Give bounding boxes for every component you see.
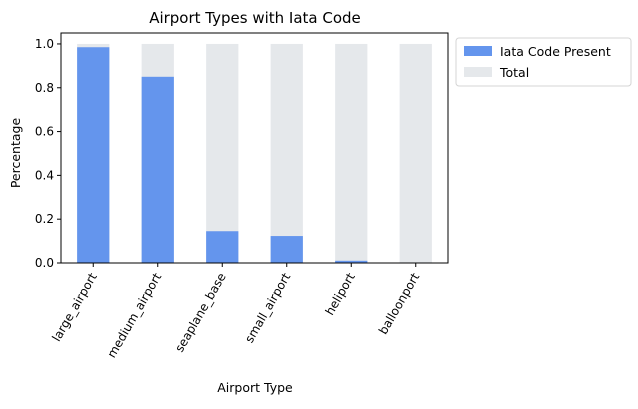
y-tick-label: 1.0 xyxy=(35,37,54,51)
bar-iata-code-present-medium_airport xyxy=(141,76,174,263)
bar-iata-code-present-heliport xyxy=(335,260,368,263)
bar-total-seaplane_base xyxy=(206,43,239,264)
x-axis-label: Airport Type xyxy=(217,380,293,395)
bars-layer xyxy=(77,43,432,264)
plot-frame xyxy=(60,32,449,264)
x-tick-label: small_airport xyxy=(242,270,293,345)
y-axis-label: Percentage xyxy=(8,118,23,189)
legend-box xyxy=(455,37,632,87)
x-tick-label: balloonport xyxy=(376,270,423,337)
y-tick-label: 0.8 xyxy=(35,81,54,95)
bar-total-heliport xyxy=(335,43,368,264)
bar-iata-code-present-seaplane_base xyxy=(206,231,239,263)
x-tick-label: heliport xyxy=(323,270,358,317)
x-tick-label: large_airport xyxy=(49,270,100,344)
x-tick-label: seaplane_base xyxy=(172,271,229,355)
bar-total-small_airport xyxy=(270,43,303,264)
y-tick-label: 0.6 xyxy=(35,125,54,139)
legend-label: Iata Code Present xyxy=(500,44,611,59)
legend: Iata Code Present Total xyxy=(455,37,632,87)
bar-iata-code-present-small_airport xyxy=(270,236,303,263)
chart-title: Airport Types with Iata Code xyxy=(149,9,361,27)
legend-swatch-total xyxy=(464,67,492,77)
y-tick-label: 0.2 xyxy=(35,212,54,226)
bar-total-balloonport xyxy=(399,43,432,264)
bar-iata-code-present-large_airport xyxy=(77,47,110,263)
y-tick-label: 0.0 xyxy=(35,256,54,270)
x-tick-label: medium_airport xyxy=(104,270,164,360)
y-tick-label: 0.4 xyxy=(35,168,54,182)
legend-label: Total xyxy=(499,65,529,80)
legend-swatch-iata-code-present xyxy=(464,46,492,56)
